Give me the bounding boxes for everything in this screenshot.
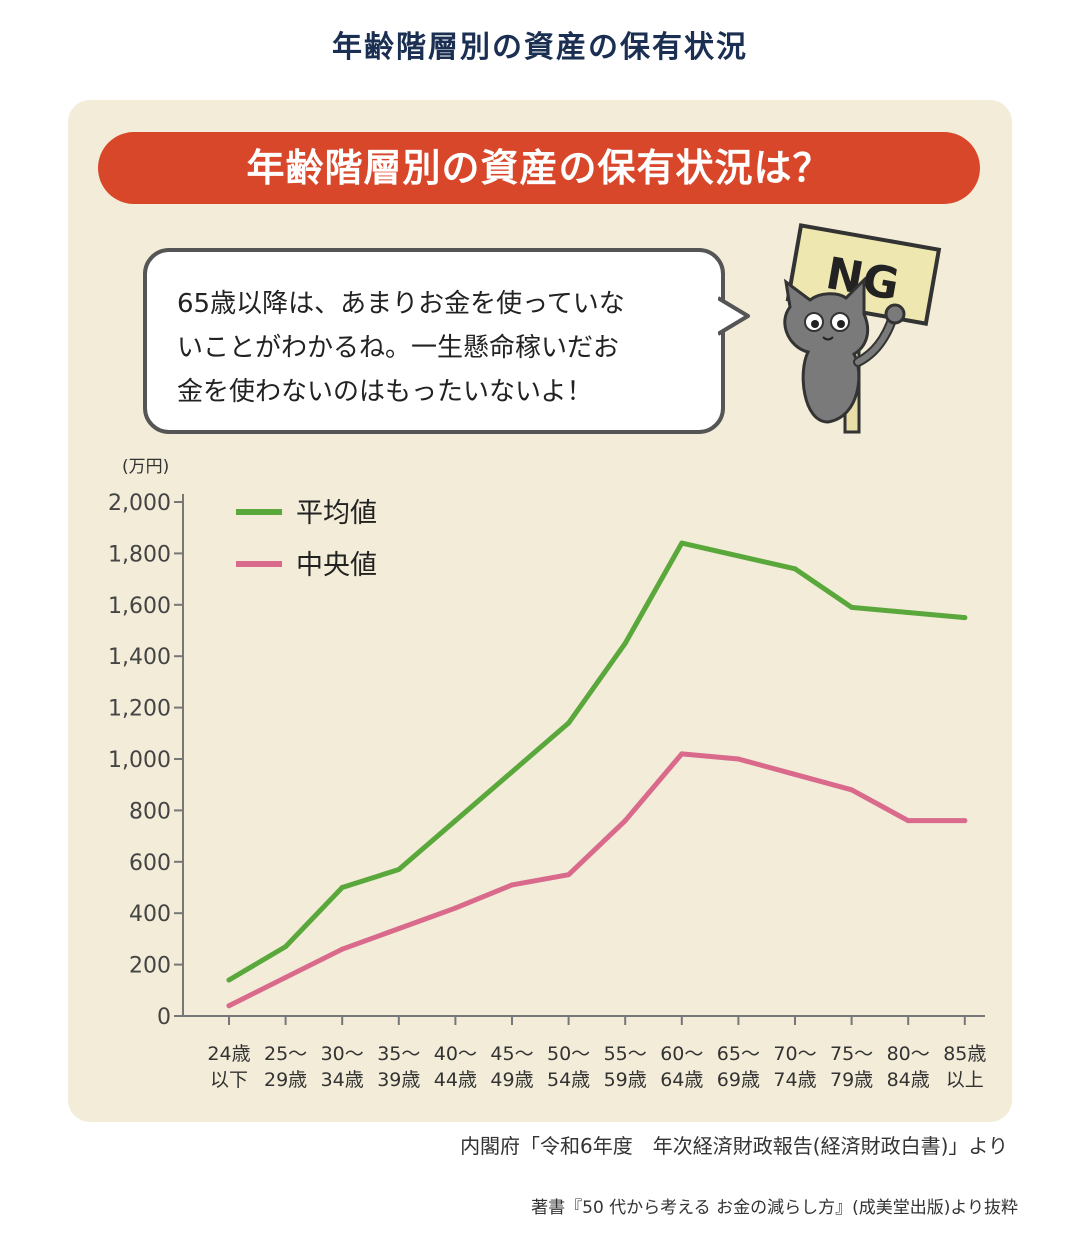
data-point	[849, 787, 855, 793]
data-point	[849, 604, 855, 610]
y-tick-label: 400	[129, 902, 171, 927]
data-point	[792, 566, 798, 572]
x-tick-label: 60〜 64歳	[660, 1043, 703, 1091]
x-tick-label: 55〜 59歳	[604, 1043, 647, 1091]
banner-title: 年齢階層別の資産の保有状況は？	[98, 132, 980, 204]
y-tick-label: 600	[129, 851, 171, 876]
data-point	[509, 769, 515, 775]
cat-mascot-illustration: NG	[783, 223, 942, 434]
data-point	[679, 540, 685, 546]
y-axis-unit-label: (万円)	[122, 457, 170, 477]
legend-label: 中央値	[296, 550, 377, 581]
data-point	[679, 751, 685, 757]
source-note: 内閣府「令和6年度 年次経済財政報告(経済財政白書)」より	[460, 1134, 1008, 1158]
credit-note: 著書『50 代から考える お金の減らし方』(成美堂出版)より抜粋	[531, 1198, 1018, 1218]
x-tick-label: 45〜 49歳	[490, 1043, 533, 1091]
x-tick-label: 70〜 74歳	[773, 1043, 816, 1091]
data-point	[226, 1003, 232, 1009]
page-title: 年齢階層別の資産の保有状況	[332, 30, 748, 65]
data-point	[339, 885, 345, 890]
y-tick-label: 0	[157, 1005, 171, 1030]
legend-label: 平均値	[296, 498, 377, 529]
data-point	[452, 818, 458, 824]
data-point	[452, 905, 458, 911]
y-tick-label: 200	[129, 954, 171, 979]
data-point	[622, 640, 628, 646]
y-tick-label: 1,600	[108, 594, 171, 619]
data-point	[566, 872, 572, 878]
x-tick-label: 80〜 84歳	[887, 1043, 930, 1091]
x-tick-label: 30〜 34歳	[321, 1043, 364, 1091]
x-tick-label: 75〜 79歳	[830, 1043, 873, 1091]
data-point	[962, 615, 968, 621]
data-point	[396, 926, 402, 932]
data-point	[735, 756, 741, 762]
data-point	[735, 553, 741, 559]
data-point	[905, 610, 911, 616]
series-line-median	[226, 751, 968, 1009]
x-tick-label: 50〜 54歳	[547, 1043, 590, 1091]
data-point	[962, 818, 968, 824]
data-point	[226, 977, 232, 983]
y-tick-label: 1,200	[108, 697, 171, 722]
x-tick-label: 40〜 44歳	[434, 1043, 477, 1091]
data-point	[396, 867, 402, 873]
x-tick-label: 35〜 39歳	[377, 1043, 420, 1091]
cat-icon	[783, 276, 906, 424]
x-tick-label: 24歳以下	[207, 1043, 250, 1091]
y-tick-label: 2,000	[108, 491, 171, 516]
data-point	[622, 818, 628, 824]
x-tick-label: 85歳以上	[943, 1043, 986, 1091]
data-point	[792, 771, 798, 777]
data-point	[905, 818, 911, 824]
speech-bubble-tail	[718, 296, 750, 336]
data-point	[509, 882, 515, 888]
y-tick-label: 1,800	[108, 542, 171, 567]
speech-line: 金を使わないのはもったいないよ！	[177, 377, 593, 407]
x-tick-label: 65〜 69歳	[717, 1043, 760, 1091]
data-point	[283, 974, 289, 980]
y-tick-label: 1,000	[108, 748, 171, 773]
speech-line: いことがわかるね。一生懸命稼いだお	[177, 333, 620, 363]
y-tick-label: 800	[129, 799, 171, 824]
y-tick-label: 1,400	[108, 645, 171, 670]
series-line-average	[226, 540, 968, 983]
speech-text: 65歳以降は、あまりお金を使っていな いことがわかるね。一生懸命稼いだお 金を使…	[177, 282, 697, 414]
speech-line: 65歳以降は、あまりお金を使っていな	[177, 289, 625, 319]
x-tick-label: 25〜 29歳	[264, 1043, 307, 1091]
data-point	[339, 946, 345, 952]
speech-bubble: 65歳以降は、あまりお金を使っていな いことがわかるね。一生懸命稼いだお 金を使…	[143, 248, 725, 434]
data-point	[566, 720, 572, 726]
data-point	[283, 944, 289, 950]
